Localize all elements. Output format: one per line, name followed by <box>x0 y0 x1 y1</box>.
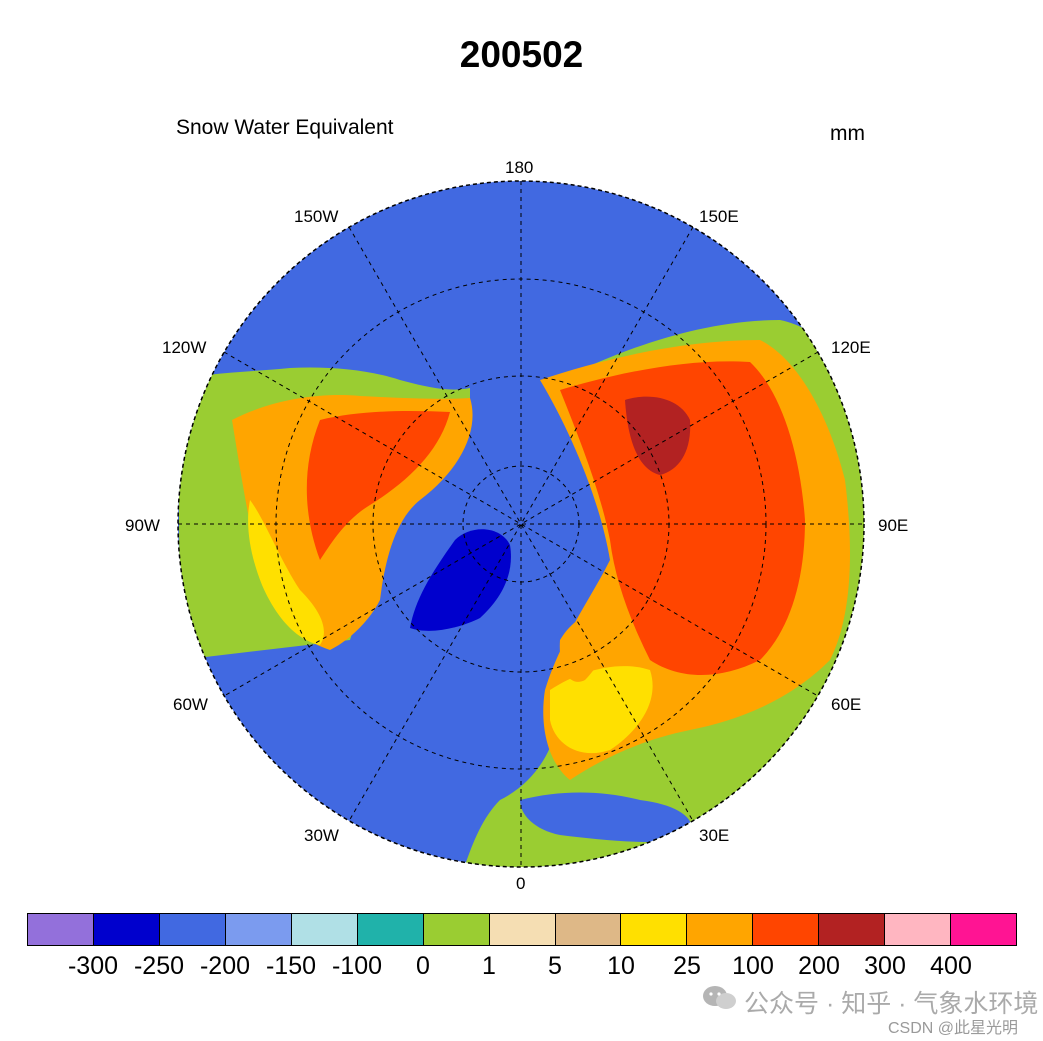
mediterranean-sea <box>520 792 693 843</box>
colorbar-box <box>753 914 820 945</box>
colorbar-tick-label: 300 <box>864 952 906 980</box>
wechat-icon <box>703 986 736 1009</box>
lon-label-60e: 60E <box>831 695 862 714</box>
colorbar-box <box>291 914 358 945</box>
colorbar-tick-label: -300 <box>67 952 119 980</box>
colorbar-tick-label: 10 <box>607 952 635 980</box>
eurasia-snow-deep <box>625 396 691 475</box>
colorbar-tick-label: 5 <box>548 952 562 980</box>
watermark-line1: 公众号 · 知乎 · 气象水环境 <box>744 990 1039 1018</box>
colorbar-box <box>489 914 556 945</box>
colorbar-tick-label: -150 <box>265 952 317 980</box>
colorbar-box <box>687 914 754 945</box>
colorbar-box <box>951 914 1017 945</box>
lon-label-120e: 120E <box>831 338 871 357</box>
colorbar-tick-label: 200 <box>798 952 840 980</box>
eurasia-snow-heavy <box>560 361 805 675</box>
colorbar-box <box>423 914 490 945</box>
colorbar-tick-label: 100 <box>732 952 774 980</box>
colorbar-tick-label: -250 <box>133 952 185 980</box>
colorbar-box <box>621 914 688 945</box>
lon-label-120w: 120W <box>162 338 207 357</box>
colorbar-box <box>885 914 952 945</box>
north-america-snow-heavy <box>306 410 450 560</box>
lon-label-60w: 60W <box>173 695 208 714</box>
colorbar <box>27 913 1017 946</box>
lon-label-180: 180 <box>505 158 534 177</box>
colorbar-box <box>93 914 160 945</box>
colorbar-box <box>555 914 622 945</box>
colorbar-tick-label: 1 <box>482 952 496 980</box>
lon-label-90w: 90W <box>125 516 160 535</box>
units-label: mm <box>830 122 865 145</box>
lon-label-90e: 90E <box>878 516 909 535</box>
colorbar-tick-label: 25 <box>673 952 701 980</box>
colorbar-tick-label: -100 <box>331 952 383 980</box>
lon-label-150e: 150E <box>699 207 739 226</box>
lon-label-150w: 150W <box>294 207 339 226</box>
colorbar-tick-label: 0 <box>416 952 430 980</box>
europe-snow-light <box>550 666 653 754</box>
colorbar-box <box>357 914 424 945</box>
lon-label-0: 0 <box>516 874 526 893</box>
watermark-line2: CSDN @此星光明 <box>888 1020 1019 1037</box>
lon-label-30e: 30E <box>699 826 730 845</box>
greenland <box>410 529 511 631</box>
map-border <box>177 180 865 868</box>
graticule <box>178 181 864 867</box>
map-subtitle: Snow Water Equivalent <box>176 116 394 139</box>
colorbar-box <box>28 914 94 945</box>
colorbar-box <box>225 914 292 945</box>
map-title: 200502 <box>459 34 584 75</box>
lon-label-30w: 30W <box>304 826 339 845</box>
colorbar-tick-label: -200 <box>199 952 251 980</box>
scandinavia <box>559 611 615 682</box>
colorbar-tick-label: 400 <box>930 952 972 980</box>
north-america-snow-light <box>248 500 324 645</box>
colorbar-box <box>159 914 226 945</box>
colorbar-box <box>819 914 886 945</box>
